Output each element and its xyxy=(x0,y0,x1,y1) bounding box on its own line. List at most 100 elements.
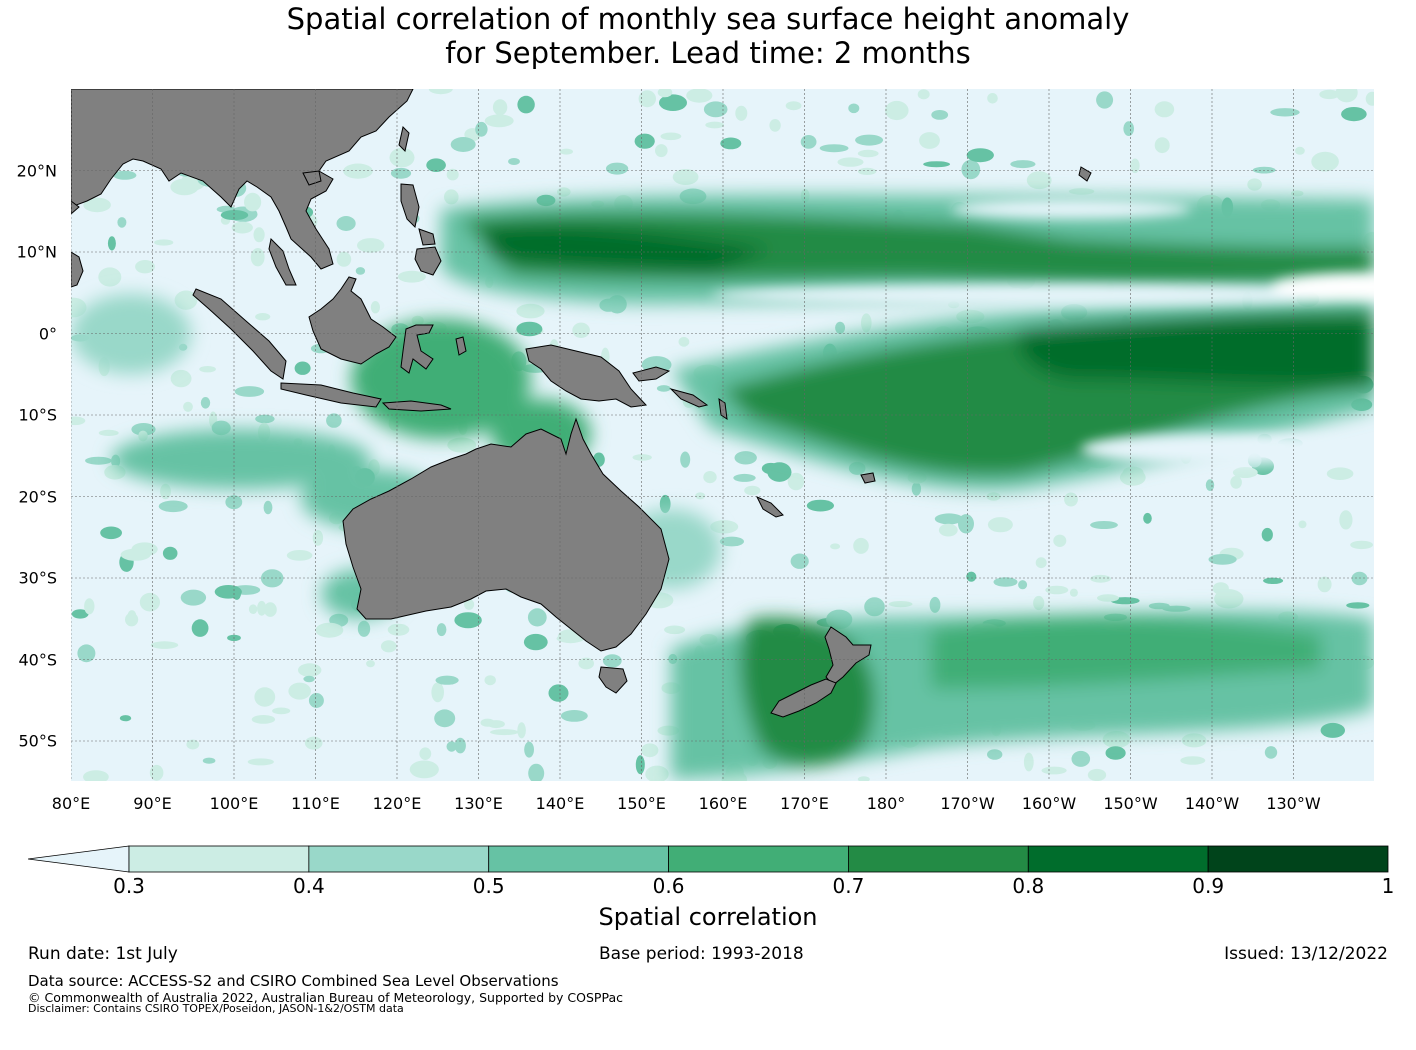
fiji-land xyxy=(860,472,876,484)
correlation-patch xyxy=(286,550,313,561)
colorbar-bin xyxy=(308,845,490,873)
correlation-patch xyxy=(464,599,475,610)
colorbar-under-arrow xyxy=(28,845,130,873)
correlation-patch xyxy=(638,90,656,108)
graticule xyxy=(71,89,1374,781)
asia-mainland-land xyxy=(71,89,414,270)
longitude-label: 180° xyxy=(866,794,906,813)
correlation-patch xyxy=(272,707,291,715)
correlation-patch xyxy=(120,548,151,561)
correlation-patch xyxy=(426,158,446,172)
correlation-patch xyxy=(1023,752,1034,772)
correlation-patch xyxy=(664,625,686,635)
correlation-patch xyxy=(987,517,1013,533)
correlation-patch xyxy=(659,494,671,514)
correlation-patch xyxy=(431,682,445,703)
correlation-map xyxy=(71,89,1374,781)
correlation-patch xyxy=(524,741,534,758)
correlation-patch xyxy=(107,236,116,251)
correlation-patch xyxy=(1351,571,1368,586)
correlation-patch xyxy=(303,675,315,683)
correlation-patch xyxy=(492,99,508,116)
correlation-patch xyxy=(1311,151,1339,172)
correlation-patch xyxy=(186,739,200,750)
pale-gaps xyxy=(711,199,1374,465)
sulawesi-land xyxy=(400,324,434,374)
solomon-land xyxy=(669,388,709,408)
correlation-patch xyxy=(787,472,805,491)
correlation-patch xyxy=(961,159,981,180)
correlation-patch xyxy=(199,366,216,373)
correlation-patch xyxy=(819,144,849,153)
correlation-patch xyxy=(1295,146,1305,155)
correlation-patch xyxy=(298,663,322,677)
disclaimer: Disclaimer: Contains CSIRO TOPEX/Poseido… xyxy=(28,1002,404,1015)
correlation-patch xyxy=(1010,160,1036,169)
taiwan-land xyxy=(398,126,410,152)
correlation-patch xyxy=(769,119,781,132)
colorbar-bin xyxy=(668,845,849,873)
correlation-patch xyxy=(1263,577,1284,584)
correlation-patch xyxy=(1053,534,1067,547)
correlation-patch xyxy=(250,248,265,267)
correlation-patch xyxy=(556,634,585,643)
correlation-patch xyxy=(508,158,520,165)
longitude-label: 140°E xyxy=(535,794,585,813)
correlation-patch xyxy=(855,134,884,146)
correlation-patch xyxy=(288,682,311,700)
correlation-patch xyxy=(254,687,276,707)
correlation-patch xyxy=(888,601,913,608)
correlation-patch xyxy=(1143,512,1152,524)
correlation-patch xyxy=(516,303,545,319)
correlation-patch xyxy=(77,644,96,663)
correlation-patch xyxy=(655,144,668,158)
correlation-patch xyxy=(1365,91,1374,106)
correlation-patch xyxy=(83,770,109,781)
correlation-patch xyxy=(336,216,356,231)
correlation-patch xyxy=(231,221,253,234)
correlation-patch xyxy=(1341,107,1367,122)
philippines-mindanao-land xyxy=(414,246,442,276)
correlation-patch xyxy=(84,598,95,615)
nz-north-island-land xyxy=(824,626,872,686)
correlation-patch xyxy=(931,110,949,120)
correlation-patch xyxy=(446,741,457,752)
correlation-patch xyxy=(1130,158,1140,174)
correlation-patch xyxy=(1097,594,1119,602)
correlation-patch xyxy=(848,103,860,114)
correlation-patch xyxy=(919,132,940,149)
correlation-patch xyxy=(1154,137,1170,154)
correlation-patch xyxy=(1041,766,1067,775)
hawaii-land xyxy=(1078,166,1092,182)
correlation-patch xyxy=(149,764,164,781)
colorbar-tick-label: 1 xyxy=(1381,874,1395,898)
correlation-patch xyxy=(257,600,267,616)
correlation-patch xyxy=(484,675,496,686)
correlation-patch xyxy=(315,622,344,638)
correlation-patch xyxy=(634,133,655,149)
correlation-patch xyxy=(917,89,930,100)
correlation-patch xyxy=(170,369,192,388)
correlation-patch xyxy=(308,693,324,708)
correlation-patch xyxy=(527,608,547,627)
correlation-patch xyxy=(1335,89,1358,103)
latitude-label: 20°S xyxy=(18,487,57,506)
correlation-patch xyxy=(454,612,482,629)
correlation-patch xyxy=(435,675,459,685)
correlation-patch xyxy=(255,414,275,424)
correlation-patch xyxy=(366,660,375,668)
colorbar-tick-label: 0.3 xyxy=(113,874,145,898)
colorbar-bin xyxy=(128,845,310,873)
correlation-patch xyxy=(720,137,742,150)
issued-date: Issued: 13/12/2022 xyxy=(1224,944,1388,964)
philippines-visayas-land xyxy=(418,228,436,246)
java-land xyxy=(280,382,382,408)
correlation-patch xyxy=(680,451,691,468)
colorbar-bin xyxy=(848,845,1029,873)
correlation-patch xyxy=(987,749,1003,760)
correlation-patch xyxy=(678,336,690,347)
correlation-patch xyxy=(419,747,432,760)
colorbar-tick-label: 0.6 xyxy=(652,874,685,898)
correlation-patch xyxy=(434,709,456,728)
correlation-patch xyxy=(1264,746,1278,759)
